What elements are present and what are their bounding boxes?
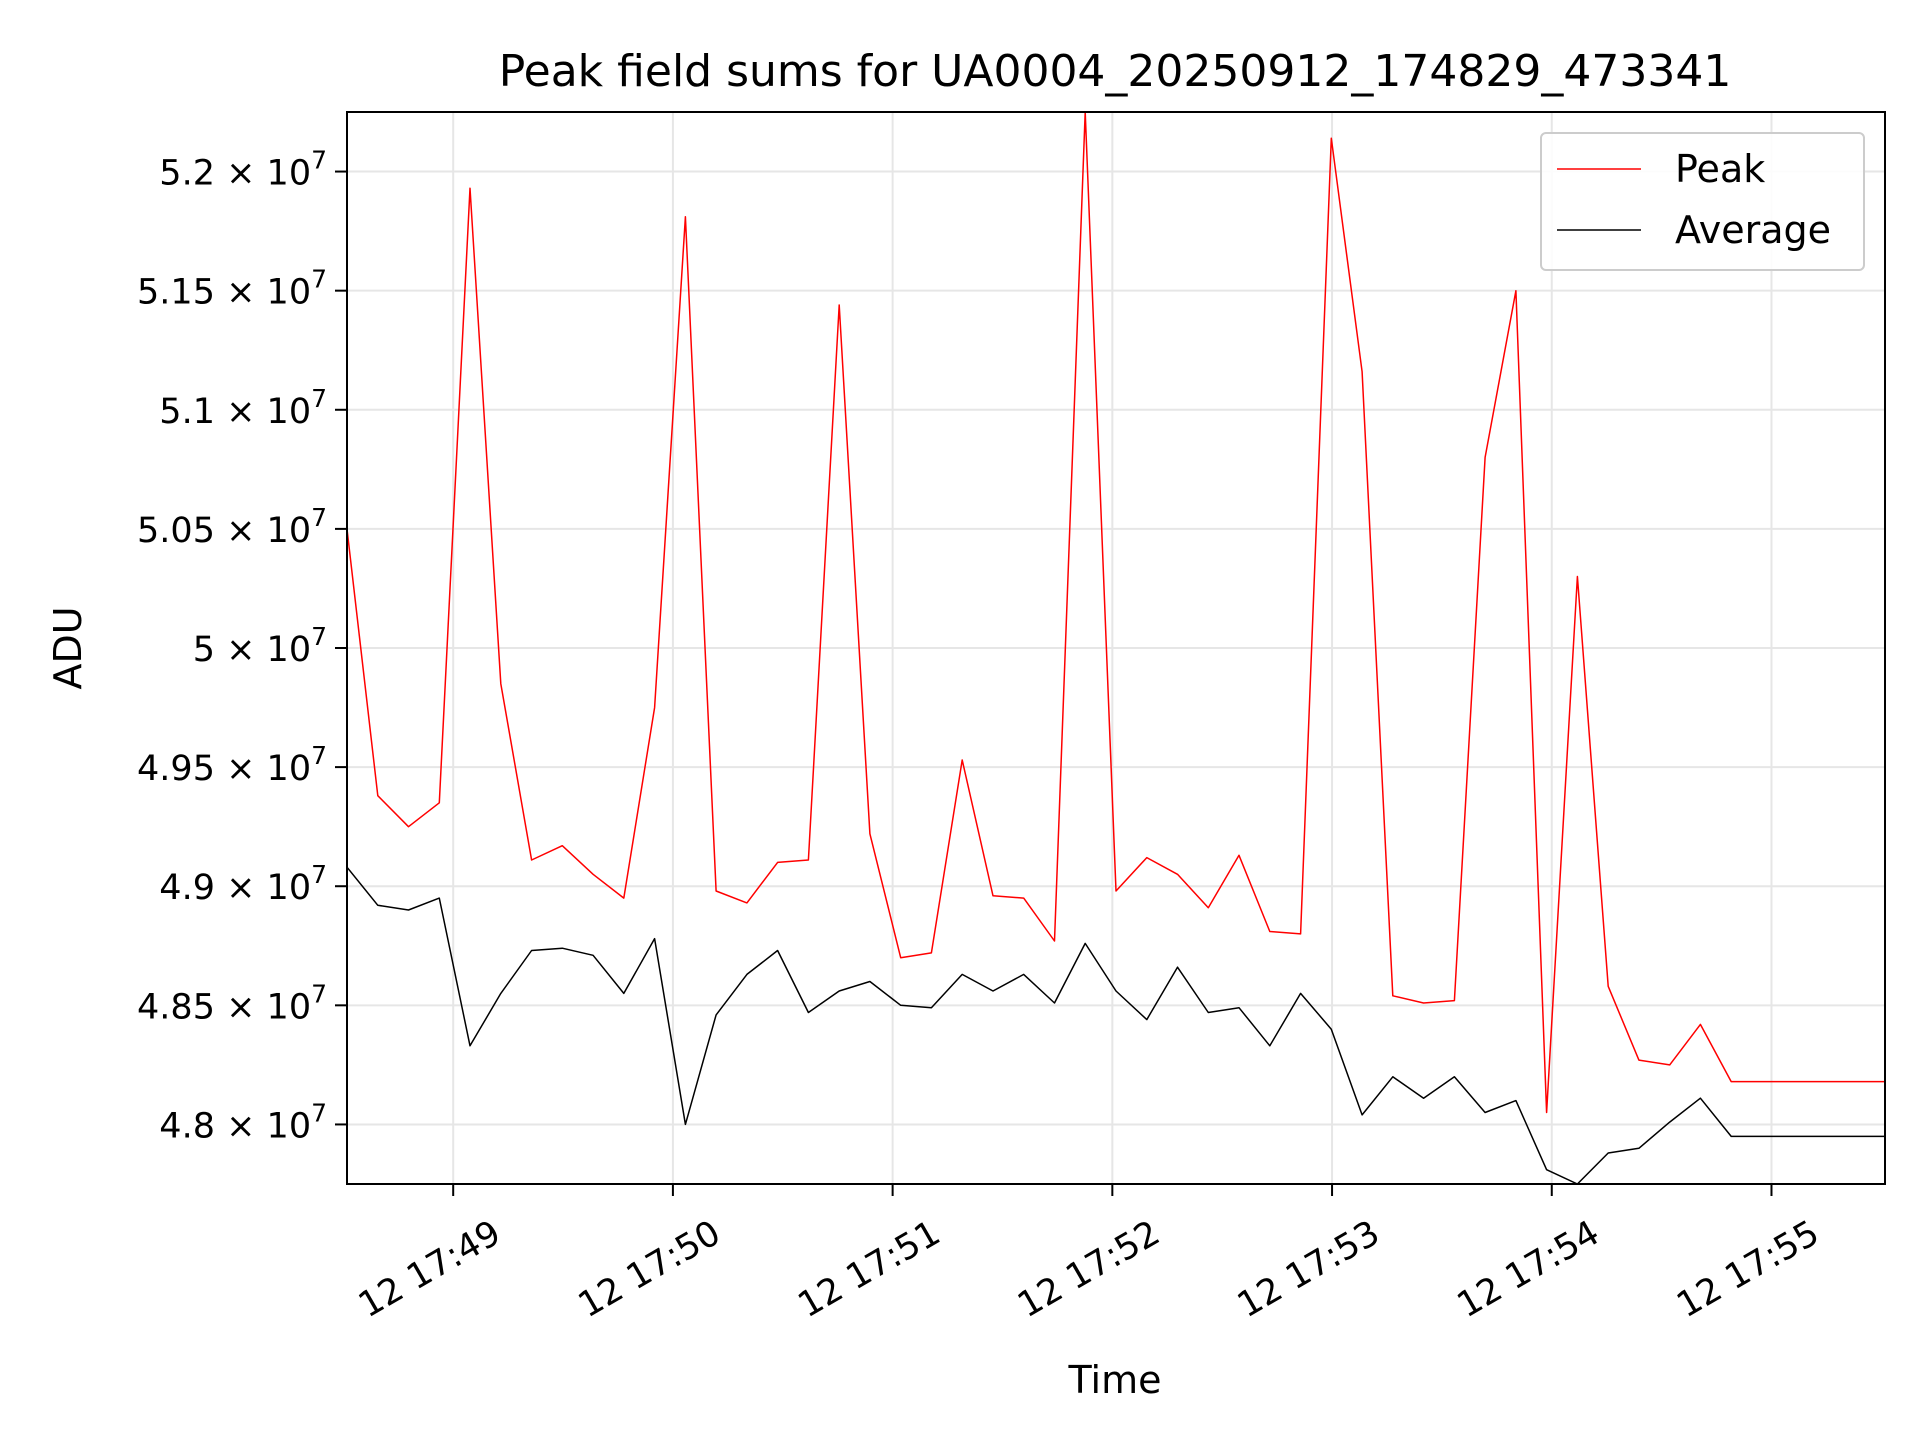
series-line-peak bbox=[347, 112, 1885, 1114]
y-tick-exponent: 7 bbox=[311, 146, 327, 175]
y-tick-exponent: 7 bbox=[311, 741, 327, 770]
y-tick-label: 4.85 × 107 bbox=[137, 979, 327, 1027]
y-tick-label: 5.15 × 107 bbox=[137, 265, 327, 313]
y-tick-exponent: 7 bbox=[311, 265, 327, 294]
y-tick-exponent: 7 bbox=[311, 384, 327, 413]
y-tick-exponent: 7 bbox=[311, 503, 327, 532]
legend-label-average: Average bbox=[1675, 208, 1831, 252]
series-line-average bbox=[347, 866, 1885, 1184]
y-tick-label: 4.9 × 107 bbox=[159, 860, 327, 908]
y-tick-mantissa: 4.85 bbox=[137, 987, 215, 1027]
y-tick-label: 5.2 × 107 bbox=[159, 146, 327, 194]
y-tick-label: 5 × 107 bbox=[193, 622, 327, 670]
y-tick-mantissa: 4.9 bbox=[159, 868, 215, 908]
y-tick-label: 4.8 × 107 bbox=[159, 1098, 327, 1146]
y-axis: 4.8 × 107 4.85 × 107 4.9 × 107 4.95 × 107 5 … bbox=[137, 146, 347, 1146]
legend: Peak Average bbox=[1540, 132, 1865, 271]
plot-lines bbox=[347, 112, 1885, 1184]
y-tick-exponent: 7 bbox=[311, 860, 327, 889]
legend-label-peak: Peak bbox=[1675, 147, 1765, 191]
y-tick-mantissa: 4.95 bbox=[137, 749, 215, 789]
y-tick-exponent: 7 bbox=[311, 979, 327, 1008]
y-tick-mantissa: 5.15 bbox=[137, 273, 215, 313]
y-tick-mantissa: 5 bbox=[193, 630, 215, 670]
legend-box bbox=[1540, 132, 1865, 271]
x-axis-label: Time bbox=[1068, 1358, 1162, 1402]
chart-title: Peak field sums for UA0004_20250912_1748… bbox=[499, 46, 1732, 97]
y-tick-mantissa: 5.05 bbox=[137, 511, 215, 551]
y-tick-mantissa: 5.2 bbox=[159, 154, 215, 194]
y-tick-label: 5.05 × 107 bbox=[137, 503, 327, 551]
y-tick-label: 4.95 × 107 bbox=[137, 741, 327, 789]
series-group bbox=[347, 112, 1885, 1184]
y-tick-mantissa: 5.1 bbox=[159, 392, 215, 432]
y-tick-mantissa: 4.8 bbox=[159, 1106, 215, 1146]
y-tick-exponent: 7 bbox=[311, 1098, 327, 1127]
y-tick-exponent: 7 bbox=[311, 622, 327, 651]
y-tick-label: 5.1 × 107 bbox=[159, 384, 327, 432]
y-axis-label: ADU bbox=[46, 606, 90, 689]
